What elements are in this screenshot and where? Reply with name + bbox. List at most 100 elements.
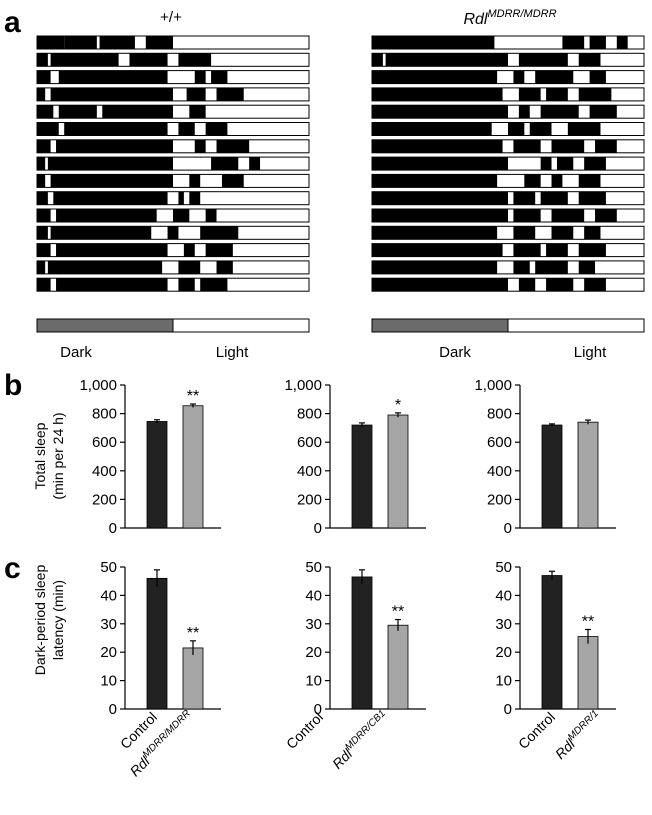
sleep-bout xyxy=(372,139,503,153)
significance-marker: ** xyxy=(187,388,199,405)
bar xyxy=(351,576,373,710)
y-tick-label: 0 xyxy=(504,520,512,537)
sleep-bout xyxy=(205,209,217,222)
bar-chart-b3: 0 200 400 600 800 1,000 xyxy=(474,377,616,537)
sleep-bout xyxy=(518,278,536,292)
bar xyxy=(541,424,563,529)
bar-charts: 02004006008001,000**02004006008001,000*0… xyxy=(79,377,616,718)
y-tick-label: 1,000 xyxy=(474,377,512,394)
sleep-bout xyxy=(535,260,568,274)
sleep-bout xyxy=(578,191,606,205)
panel-label-b: b xyxy=(4,369,22,402)
sleep-bout xyxy=(37,139,51,153)
sleep-bout xyxy=(595,209,617,222)
sleep-bout xyxy=(372,122,492,136)
y-tick-label: 800 xyxy=(487,406,512,423)
sleep-bout xyxy=(372,36,495,49)
sleep-bout xyxy=(578,260,596,274)
sleep-bout xyxy=(37,157,46,171)
sleep-bout xyxy=(551,209,585,222)
light-label-mutant: Light xyxy=(574,344,607,361)
sleep-bout xyxy=(540,191,568,205)
bar xyxy=(541,575,563,710)
bar xyxy=(351,424,373,529)
sleep-bout xyxy=(372,209,508,222)
sleep-bout xyxy=(53,191,168,205)
sleep-bout xyxy=(189,105,206,119)
y-tick-label: 50 xyxy=(305,559,322,576)
sleep-bout xyxy=(50,87,173,101)
y-tick-label: 800 xyxy=(92,406,117,423)
y-tick-label: 0 xyxy=(314,520,322,537)
xlabels-group-2: Control RdlMDRR/CB1 xyxy=(283,708,392,772)
y-tick-label: 20 xyxy=(305,644,322,661)
panel-label-a: a xyxy=(4,6,21,39)
sleep-bout xyxy=(37,174,46,188)
xlabel-mutant-2: RdlMDRR/CB1 xyxy=(328,708,392,772)
y-tick-label: 400 xyxy=(487,463,512,480)
sleep-bout xyxy=(616,36,628,49)
sleep-bout xyxy=(518,53,568,67)
sleep-bout xyxy=(567,122,601,136)
y-tick-label: 1,000 xyxy=(79,377,117,394)
sleep-bout xyxy=(37,243,51,257)
sleep-bout xyxy=(189,174,201,188)
actogram-wildtype xyxy=(36,35,310,333)
actogram-mutant xyxy=(371,35,645,333)
light-period-bar xyxy=(507,318,645,333)
sleep-bout xyxy=(372,53,383,67)
sleep-bout xyxy=(372,105,508,119)
sleep-bout xyxy=(99,36,135,49)
actogram-title-wildtype: +/+ xyxy=(160,9,182,26)
sleep-bout xyxy=(513,209,541,222)
sleep-bout xyxy=(546,87,568,101)
sleep-bout xyxy=(372,226,498,240)
sleep-bout xyxy=(513,260,530,274)
sleep-bout xyxy=(216,139,250,153)
y-tick-label: 30 xyxy=(305,616,322,633)
ylabel-b-line2: (min per 24 h) xyxy=(50,412,66,499)
significance-marker: ** xyxy=(392,604,404,621)
sleep-bout xyxy=(518,87,541,101)
y-tick-label: 200 xyxy=(92,491,117,508)
sleep-bout xyxy=(513,191,536,205)
ylabel-c-line1: Dark-period sleep xyxy=(32,565,48,676)
y-tick-label: 40 xyxy=(305,587,322,604)
sleep-bout xyxy=(37,209,51,222)
sleep-bout xyxy=(372,243,503,257)
bar xyxy=(182,405,204,529)
y-tick-label: 20 xyxy=(495,644,512,661)
sleep-bout xyxy=(64,122,168,136)
light-label-wildtype: Light xyxy=(216,344,249,361)
sleep-bout xyxy=(546,243,568,257)
sleep-bout xyxy=(221,174,244,188)
y-tick-label: 50 xyxy=(495,559,512,576)
y-tick-label: 10 xyxy=(100,673,117,690)
sleep-bout xyxy=(556,157,574,171)
sleep-bout xyxy=(584,226,601,240)
sleep-bout xyxy=(589,36,606,49)
bar xyxy=(146,577,168,710)
sleep-bout xyxy=(551,174,563,188)
sleep-bout xyxy=(47,157,173,171)
sleep-bout xyxy=(211,157,239,171)
panel-label-c: c xyxy=(4,552,21,585)
sleep-bout xyxy=(508,122,525,136)
sleep-bout xyxy=(173,209,190,222)
sleep-bout xyxy=(249,157,261,171)
sleep-bout xyxy=(372,70,498,84)
dark-label-mutant: Dark xyxy=(439,344,471,361)
sleep-bout xyxy=(513,243,541,257)
sleep-bout xyxy=(178,191,184,205)
sleep-bout xyxy=(551,226,574,240)
sleep-bout xyxy=(102,105,173,119)
sleep-bout xyxy=(50,53,119,67)
sleep-bout xyxy=(535,70,574,84)
xlabel-control-2: Control xyxy=(283,709,326,752)
bar-chart-b1: 0 200 400 600 800 1,000 ** xyxy=(79,377,221,537)
sleep-bout xyxy=(56,209,157,222)
sleep-bout xyxy=(529,122,552,136)
sleep-bout xyxy=(37,70,51,84)
xlabel-control-3: Control xyxy=(515,709,558,752)
